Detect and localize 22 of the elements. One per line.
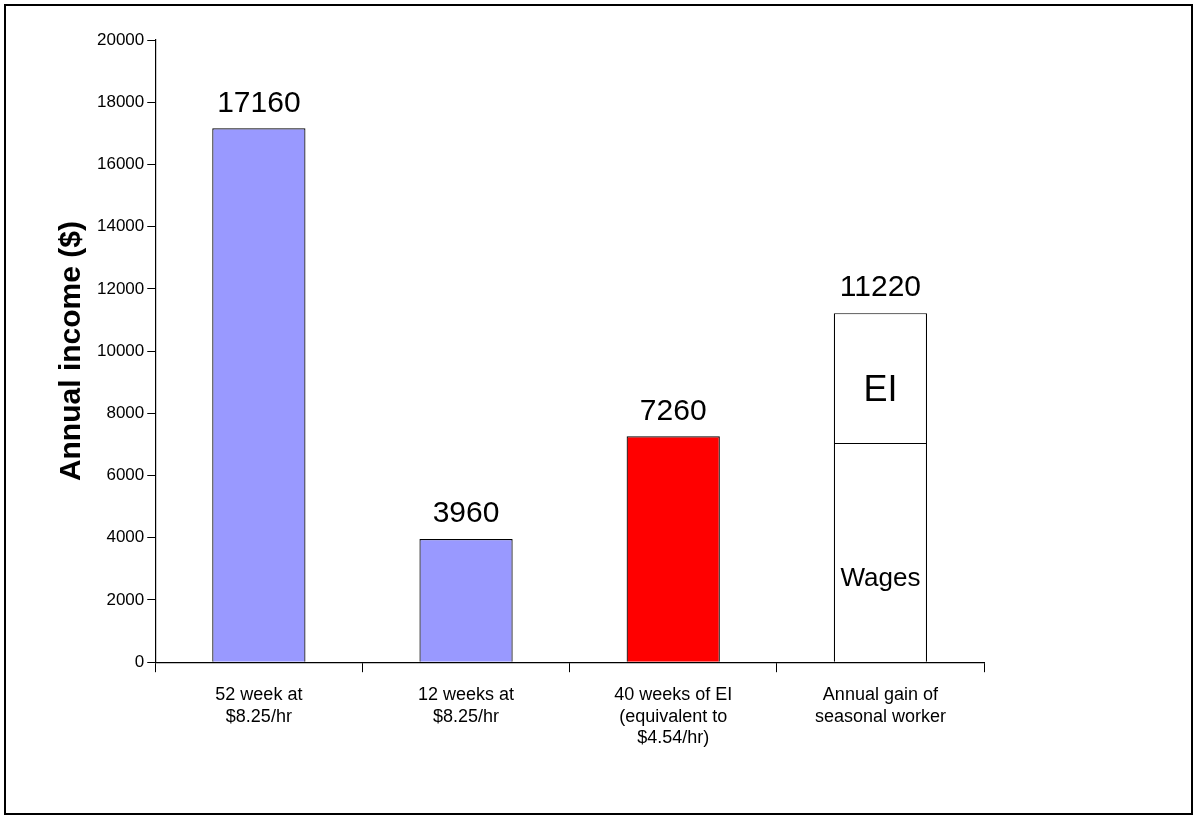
x-tick-label: 40 weeks of EI (equivalent to $4.54/hr) [614,683,733,748]
total-label: 11220 [839,269,922,303]
annotation: Wages [840,562,921,593]
y-tick-label: 0 [134,651,145,671]
y-tick-label: 2000 [106,589,145,609]
total-label: 17160 [217,84,301,118]
x-tick-label: 52 week at $8.25/hr [215,683,303,726]
y-axis-title: Annual income ($) [53,221,87,482]
total-label: 3960 [432,495,500,529]
annotation: EI [863,367,898,409]
total-label: 7260 [639,392,707,426]
y-tick-label: 10000 [96,340,145,360]
x-tick-label: 12 weeks at $8.25/hr [418,683,515,726]
y-tick-label: 16000 [96,154,145,174]
y-tick-label: 14000 [96,216,145,236]
x-tick-label: Annual gain of seasonal worker [814,683,946,726]
y-tick-label: 6000 [106,465,145,485]
y-tick-label: 20000 [96,29,145,49]
y-tick-label: 8000 [106,403,145,423]
y-tick-label: 4000 [106,527,145,547]
y-tick-label: 18000 [96,91,145,111]
y-tick-label: 12000 [96,278,145,298]
